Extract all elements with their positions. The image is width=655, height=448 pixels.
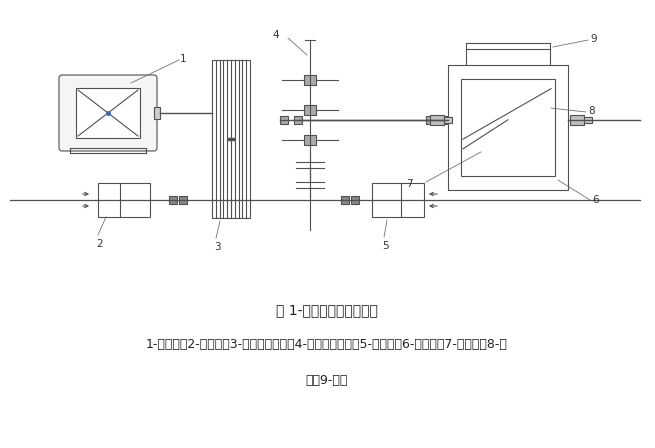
Bar — [98, 183, 150, 217]
Text: 5: 5 — [382, 241, 388, 251]
Bar — [179, 196, 187, 204]
Text: 2: 2 — [96, 239, 103, 249]
Text: 架；9-曲轴: 架；9-曲轴 — [306, 374, 348, 387]
Bar — [448, 65, 568, 190]
Text: 4: 4 — [272, 30, 278, 40]
Bar — [304, 135, 316, 145]
Bar — [280, 116, 288, 124]
Bar — [430, 115, 444, 125]
Text: 1-电动机；2-离合器；3-皮带传动系统；4-齿轮传动系统；5-制动器；6-下剪架；7-上剪刀；8-剪: 1-电动机；2-离合器；3-皮带传动系统；4-齿轮传动系统；5-制动器；6-下剪… — [146, 339, 508, 352]
Bar — [461, 79, 555, 176]
Bar — [341, 196, 349, 204]
Text: 7: 7 — [406, 179, 413, 189]
Bar — [294, 116, 302, 124]
Bar — [304, 75, 316, 85]
Text: 9: 9 — [590, 34, 597, 44]
Text: 3: 3 — [214, 242, 221, 252]
Text: 1: 1 — [180, 54, 187, 64]
Bar — [440, 116, 448, 124]
Bar — [169, 196, 177, 204]
Bar — [76, 88, 140, 138]
Bar — [154, 107, 160, 119]
Bar — [212, 60, 250, 218]
Text: 6: 6 — [592, 195, 599, 205]
Bar — [584, 117, 592, 123]
Text: 8: 8 — [588, 106, 595, 116]
Bar — [372, 183, 424, 217]
Bar — [426, 116, 434, 124]
Bar — [444, 117, 452, 123]
Bar — [570, 115, 584, 125]
FancyBboxPatch shape — [59, 75, 157, 151]
Text: 图 1-冷镦机传动系统简图: 图 1-冷镦机传动系统简图 — [276, 303, 378, 317]
Bar — [304, 105, 316, 115]
Bar — [351, 196, 359, 204]
